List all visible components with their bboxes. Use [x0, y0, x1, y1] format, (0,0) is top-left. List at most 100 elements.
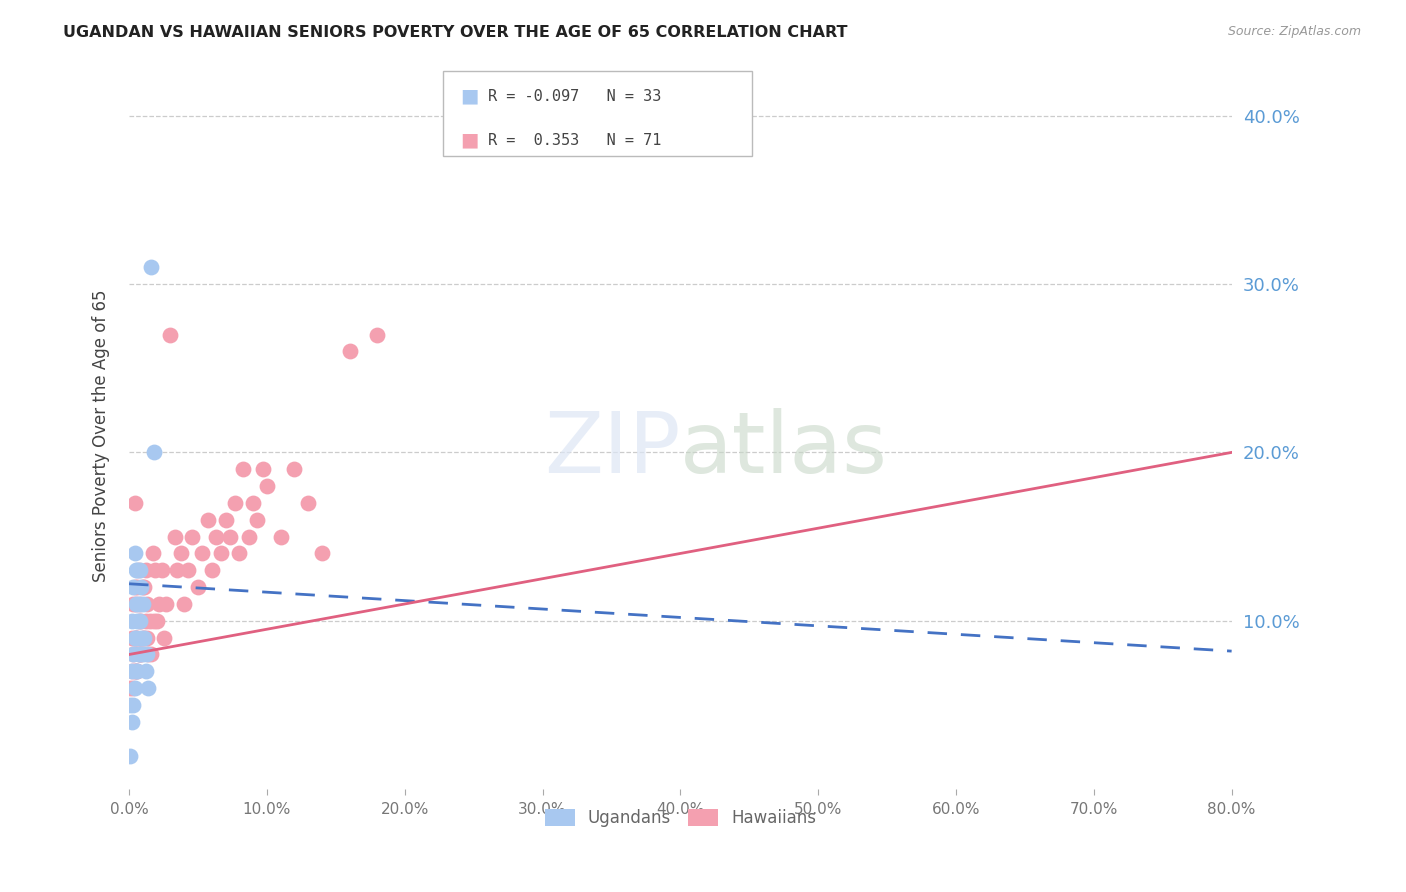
Point [125, 665, 148, 679]
Y-axis label: Seniors Poverty Over the Age of 65: Seniors Poverty Over the Age of 65 [93, 289, 110, 582]
Point [166, 563, 188, 577]
Point [136, 597, 159, 611]
Point [145, 614, 167, 628]
Point [120, 698, 142, 712]
Point [122, 597, 145, 611]
Point [124, 496, 146, 510]
Point [127, 614, 149, 628]
Point [121, 665, 143, 679]
Point [238, 530, 260, 544]
Point [125, 665, 148, 679]
Point [142, 445, 165, 459]
Point [177, 563, 200, 577]
Text: atlas: atlas [681, 409, 889, 491]
Point [125, 631, 148, 645]
Point [339, 344, 361, 359]
Point [152, 631, 174, 645]
Point [132, 631, 155, 645]
Point [134, 580, 156, 594]
Point [246, 513, 269, 527]
Legend: Ugandans, Hawaiians: Ugandans, Hawaiians [538, 803, 823, 834]
Point [311, 546, 333, 560]
Point [191, 546, 214, 560]
Point [142, 614, 165, 628]
Point [125, 563, 148, 577]
Text: R =  0.353   N = 71: R = 0.353 N = 71 [488, 133, 661, 147]
Point [148, 597, 170, 611]
Point [135, 665, 157, 679]
Point [131, 580, 153, 594]
Point [127, 665, 149, 679]
Point [139, 260, 162, 274]
Point [127, 665, 149, 679]
Point [128, 563, 150, 577]
Point [129, 648, 152, 662]
Text: ■: ■ [460, 130, 478, 150]
Point [134, 631, 156, 645]
Point [143, 563, 166, 577]
Point [129, 563, 152, 577]
Text: ZIP: ZIP [544, 409, 681, 491]
Point [283, 462, 305, 476]
Point [232, 462, 254, 476]
Point [136, 648, 159, 662]
Point [181, 530, 204, 544]
Point [124, 580, 146, 594]
Point [159, 327, 181, 342]
Text: ■: ■ [460, 87, 478, 106]
Point [131, 631, 153, 645]
Point [122, 698, 145, 712]
Point [122, 681, 145, 695]
Text: UGANDAN VS HAWAIIAN SENIORS POVERTY OVER THE AGE OF 65 CORRELATION CHART: UGANDAN VS HAWAIIAN SENIORS POVERTY OVER… [63, 25, 848, 40]
Point [129, 597, 152, 611]
Point [297, 496, 319, 510]
Point [128, 648, 150, 662]
Point [270, 530, 292, 544]
Point [124, 631, 146, 645]
Point [122, 580, 145, 594]
Point [134, 631, 156, 645]
Point [124, 665, 146, 679]
Point [201, 563, 224, 577]
Point [155, 597, 177, 611]
Point [124, 681, 146, 695]
Point [135, 614, 157, 628]
Point [128, 597, 150, 611]
Point [128, 614, 150, 628]
Point [131, 614, 153, 628]
Point [125, 597, 148, 611]
Point [132, 597, 155, 611]
Point [121, 614, 143, 628]
Point [120, 681, 142, 695]
Point [170, 546, 193, 560]
Point [139, 648, 162, 662]
Point [131, 648, 153, 662]
Point [163, 530, 186, 544]
Point [122, 648, 145, 662]
Point [242, 496, 264, 510]
Point [121, 714, 143, 729]
Point [173, 597, 195, 611]
Point [136, 631, 159, 645]
Point [197, 513, 219, 527]
Point [252, 462, 274, 476]
Text: R = -0.097   N = 33: R = -0.097 N = 33 [488, 89, 661, 103]
Point [120, 748, 142, 763]
Point [132, 580, 155, 594]
Point [121, 631, 143, 645]
Point [139, 614, 162, 628]
Point [205, 530, 228, 544]
Point [218, 530, 240, 544]
Point [135, 563, 157, 577]
Text: Source: ZipAtlas.com: Source: ZipAtlas.com [1227, 25, 1361, 38]
Point [150, 563, 173, 577]
Point [124, 546, 146, 560]
Point [141, 546, 163, 560]
Point [127, 631, 149, 645]
Point [138, 648, 160, 662]
Point [127, 563, 149, 577]
Point [132, 648, 155, 662]
Point [124, 631, 146, 645]
Point [122, 648, 145, 662]
Point [129, 614, 152, 628]
